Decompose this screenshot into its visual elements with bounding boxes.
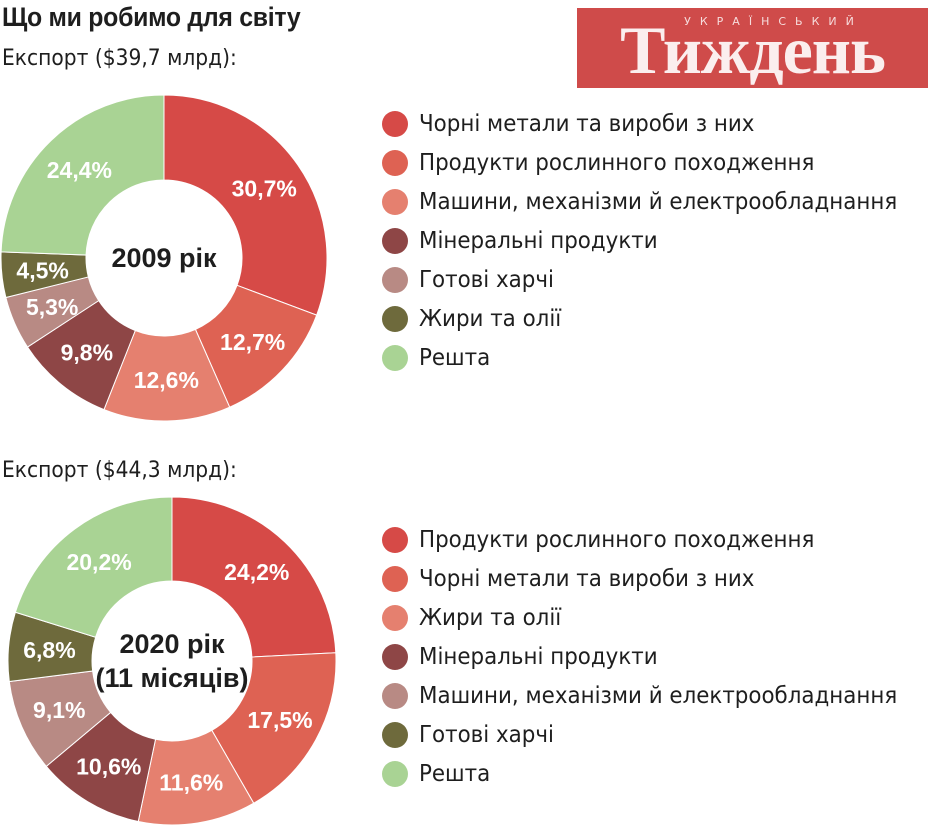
- legend-swatch: [382, 344, 408, 371]
- donut-slice-решта: [0, 94, 165, 256]
- slice-value-label: 9,1%: [33, 697, 85, 723]
- chart-2009-subtitle: Експорт ($39,7 млрд):: [2, 46, 237, 71]
- donut-slice-чорні-метали-та-вироби-з-них: [211, 652, 337, 804]
- donut-center-label: 2009 рік: [111, 243, 217, 273]
- donut-slice-чорні-метали-та-вироби-з-них: [163, 94, 328, 316]
- legend-swatch: [382, 604, 408, 631]
- page-title: Що ми робимо для світу: [2, 2, 301, 32]
- legend-swatch: [382, 188, 408, 215]
- legend-item-продукти-рослинного-походження: Продукти рослинного походження: [382, 520, 933, 559]
- slice-value-label: 11,6%: [159, 769, 223, 795]
- legend-swatch: [382, 760, 408, 787]
- legend-item-машини-механізми-й-електрообладнання: Машини, механізми й електрообладнання: [382, 676, 933, 715]
- legend-item-машини-механізми-й-електрообладнання: Машини, механізми й електрообладнання: [382, 182, 933, 221]
- legend-label: Машини, механізми й електрообладнання: [419, 188, 898, 215]
- legend-item-мінеральні-продукти: Мінеральні продукти: [382, 637, 933, 676]
- slice-value-label: 30,7%: [232, 175, 297, 201]
- legend-label: Чорні метали та вироби з них: [419, 565, 755, 592]
- legend-swatch: [382, 643, 408, 670]
- legend-swatch: [382, 110, 408, 137]
- slice-value-label: 4,5%: [16, 258, 68, 284]
- donut-chart-2009: 30,7% 12,7% 12,6% 9,8% 5,3% 4,5% 24,4% 2009 рік: [0, 94, 328, 422]
- legend-item-жири-та-олії: Жири та олії: [382, 299, 933, 338]
- legend-swatch: [382, 305, 408, 332]
- slice-value-label: 5,3%: [26, 294, 78, 320]
- slice-value-label: 10,6%: [76, 753, 141, 779]
- slice-value-label: 6,8%: [23, 637, 75, 663]
- legend-label: Машини, механізми й електрообладнання: [419, 682, 898, 709]
- legend-label: Продукти рослинного походження: [419, 526, 815, 553]
- donut-slice-решта: [14, 496, 173, 638]
- legend-item-решта: Решта: [382, 338, 933, 377]
- donut-slice-продукти-рослинного-походження: [171, 496, 337, 658]
- legend-item-решта: Решта: [382, 754, 933, 793]
- legend-2009: Чорні метали та вироби з них Продукти рос…: [382, 104, 933, 377]
- legend-swatch: [382, 266, 408, 293]
- slice-value-label: 12,6%: [134, 367, 199, 393]
- magazine-logo: УКРАЇНСЬКИЙ Тиждень: [577, 8, 928, 88]
- logo-tagline: УКРАЇНСЬКИЙ: [684, 15, 863, 28]
- legend-item-чорні-метали-та-вироби-з-них: Чорні метали та вироби з них: [382, 559, 933, 598]
- slice-value-label: 20,2%: [66, 549, 131, 575]
- legend-2020: Продукти рослинного походження Чорні мета…: [382, 520, 933, 793]
- legend-item-готові-харчі: Готові харчі: [382, 260, 933, 299]
- legend-label: Готові харчі: [419, 721, 554, 748]
- legend-label: Решта: [419, 760, 491, 787]
- chart-2020-subtitle: Експорт ($44,3 млрд):: [2, 458, 237, 483]
- legend-swatch: [382, 227, 408, 254]
- legend-label: Готові харчі: [419, 266, 554, 293]
- legend-item-жири-та-олії: Жири та олії: [382, 598, 933, 637]
- slice-value-label: 24,4%: [47, 157, 112, 183]
- legend-item-чорні-метали-та-вироби-з-них: Чорні метали та вироби з них: [382, 104, 933, 143]
- legend-label: Жири та олії: [419, 604, 562, 631]
- donut-center-label: 2020 рік: [119, 629, 225, 659]
- legend-label: Мінеральні продукти: [419, 227, 658, 254]
- legend-item-продукти-рослинного-походження: Продукти рослинного походження: [382, 143, 933, 182]
- slice-value-label: 9,8%: [61, 339, 113, 365]
- slice-value-label: 17,5%: [247, 707, 312, 733]
- donut-chart-2020: 24,2% 17,5% 11,6% 10,6% 9,1% 6,8% 20,2% 2020 рі…: [7, 496, 337, 826]
- legend-swatch: [382, 682, 408, 709]
- legend-label: Мінеральні продукти: [419, 643, 658, 670]
- legend-swatch: [382, 721, 408, 748]
- legend-label: Чорні метали та вироби з них: [419, 110, 755, 137]
- legend-label: Решта: [419, 344, 491, 371]
- legend-item-готові-харчі: Готові харчі: [382, 715, 933, 754]
- legend-swatch: [382, 149, 408, 176]
- legend-swatch: [382, 565, 408, 592]
- donut-center-label: (11 місяців): [96, 663, 249, 693]
- legend-label: Жири та олії: [419, 305, 562, 332]
- slice-value-label: 12,7%: [220, 329, 285, 355]
- logo-wordmark: Тиждень: [620, 12, 886, 88]
- legend-item-мінеральні-продукти: Мінеральні продукти: [382, 221, 933, 260]
- legend-label: Продукти рослинного походження: [419, 149, 815, 176]
- slice-value-label: 24,2%: [224, 559, 289, 585]
- legend-swatch: [382, 526, 408, 553]
